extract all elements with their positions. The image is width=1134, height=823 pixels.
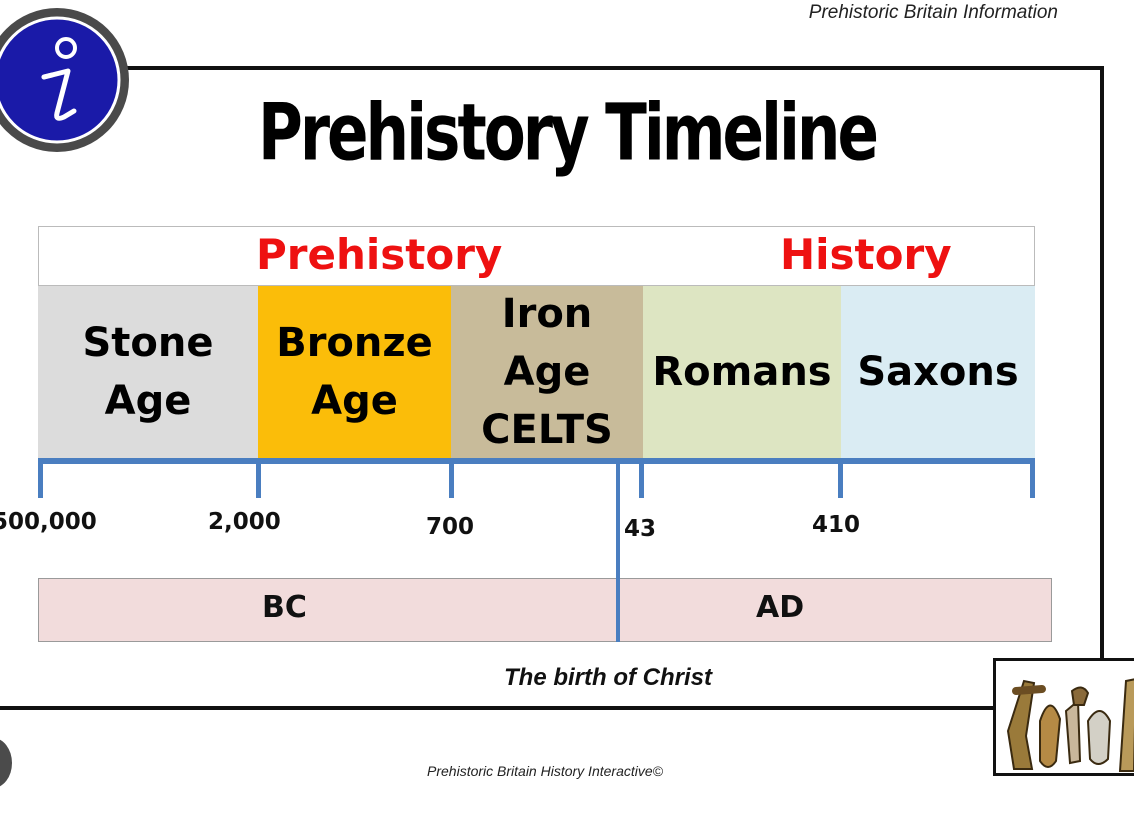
period-label: Age — [503, 349, 591, 395]
info-icon — [0, 8, 129, 152]
ad-label: AD — [756, 590, 805, 625]
period-label: Romans — [652, 349, 832, 395]
page-title: Prehistory Timeline — [258, 88, 879, 179]
period-label: Saxons — [857, 349, 1019, 395]
slide-frame — [0, 66, 1104, 710]
stone-tools-icon — [993, 658, 1134, 776]
timeline-tick — [256, 458, 261, 498]
period-bronze-age: Bronze Age — [258, 286, 451, 458]
bc-ad-bar — [38, 578, 1052, 642]
period-label: CELTS — [481, 407, 613, 453]
timeline-tick — [449, 458, 454, 498]
year-label: 500,000 — [0, 509, 97, 535]
footer-credit: Prehistoric Britain History Interactive© — [427, 763, 663, 779]
year-label: 43 — [624, 516, 657, 542]
bc-label: BC — [262, 590, 307, 625]
period-label: Iron — [501, 291, 593, 337]
birth-of-christ-marker — [616, 458, 620, 642]
era-label-prehistory: Prehistory — [256, 230, 503, 279]
timeline-tick — [838, 458, 843, 498]
period-label: Bronze — [276, 320, 433, 366]
timeline-axis — [38, 458, 1035, 464]
year-label: 700 — [426, 514, 475, 540]
period-label: Age — [311, 378, 398, 424]
period-label: Stone — [82, 320, 214, 366]
period-saxons: Saxons — [841, 286, 1035, 458]
period-iron-age: Iron Age CELTS — [451, 286, 643, 458]
era-label-history: History — [780, 230, 952, 279]
birth-of-christ-label: The birth of Christ — [504, 664, 712, 691]
header-note: Prehistoric Britain Information — [808, 2, 1058, 23]
year-label: 410 — [812, 512, 861, 538]
period-romans: Romans — [643, 286, 841, 458]
timeline-tick — [1030, 458, 1035, 498]
period-stone-age: Stone Age — [38, 286, 258, 458]
year-label: 2,000 — [208, 509, 281, 535]
period-label: Age — [104, 378, 192, 424]
timeline-tick — [639, 458, 644, 498]
timeline-tick — [38, 458, 43, 498]
scroll-handle[interactable] — [0, 738, 12, 788]
era-bar — [38, 226, 1035, 286]
